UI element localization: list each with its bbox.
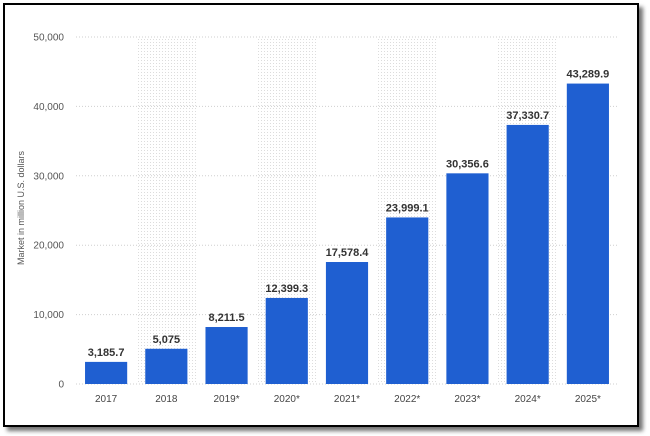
bar	[265, 297, 308, 384]
x-tick-label: 2017	[95, 394, 118, 405]
x-tick-label: 2022*	[394, 394, 420, 405]
bar	[145, 348, 188, 384]
x-tick-label: 2023*	[454, 394, 480, 405]
data-label: 3,185.7	[88, 347, 125, 359]
data-label: 37,330.7	[506, 110, 549, 122]
data-label: 17,578.4	[326, 247, 370, 259]
x-tick-label: 2021*	[334, 394, 360, 405]
x-tick-label: 2018	[155, 394, 178, 405]
data-label: 43,289.9	[566, 69, 609, 81]
data-label: 5,075	[153, 334, 181, 346]
data-label: 12,399.3	[265, 283, 308, 295]
bar	[446, 173, 489, 384]
y-tick-label: 30,000	[33, 171, 64, 182]
y-tick-label: 0	[58, 380, 64, 391]
x-tick-label: 2019*	[213, 394, 239, 405]
bar	[506, 124, 549, 385]
y-tick-label: 10,000	[33, 310, 64, 321]
bar	[325, 262, 369, 384]
background-band	[136, 37, 197, 384]
data-label: 30,356.6	[446, 158, 489, 170]
data-label: 8,211.5	[209, 312, 245, 324]
bar	[386, 217, 429, 384]
x-tick-label: 2024*	[515, 394, 541, 405]
y-tick-label: 40,000	[33, 102, 64, 113]
x-tick-label: 2020*	[274, 394, 300, 405]
data-label: 23,999.1	[386, 202, 429, 214]
y-tick-label: 50,000	[33, 33, 64, 44]
bar	[205, 327, 248, 384]
bar	[566, 83, 609, 385]
bar	[85, 361, 128, 384]
x-tick-label: 2025*	[575, 394, 601, 405]
y-tick-label: 20,000	[33, 241, 64, 252]
y-axis-label: Market in million U.S. dollars	[16, 150, 26, 265]
